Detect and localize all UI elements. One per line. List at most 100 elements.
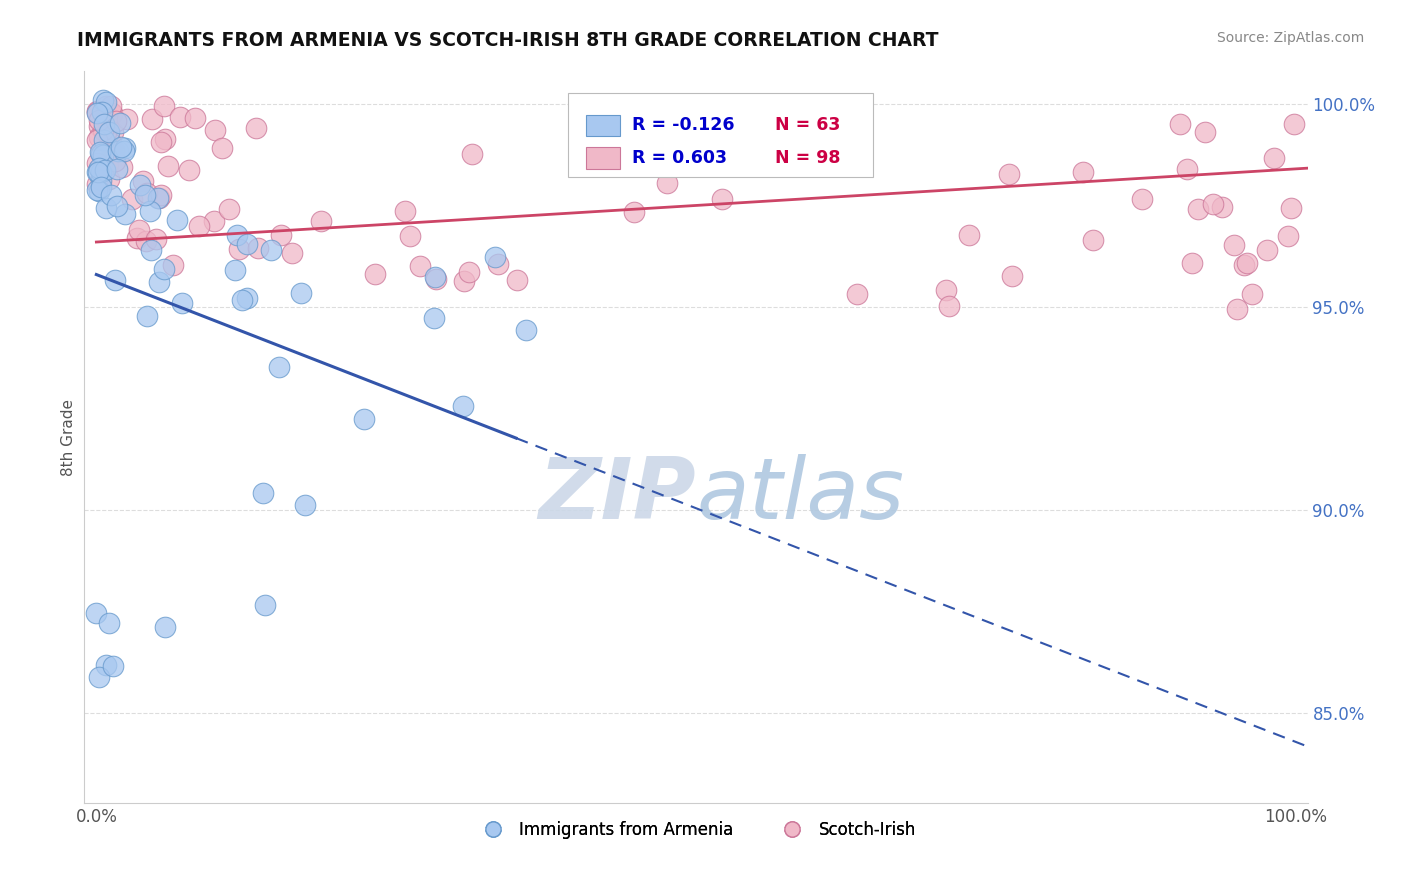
Point <box>89 161 111 175</box>
Point <box>108 115 131 129</box>
Point <box>806 158 828 172</box>
Point <box>211 141 233 155</box>
Point <box>225 227 247 242</box>
Point <box>1130 192 1153 206</box>
Point <box>231 293 253 307</box>
Point <box>153 99 176 113</box>
Point <box>153 132 176 146</box>
Point <box>121 193 143 207</box>
Point <box>86 156 108 170</box>
Point <box>1170 118 1192 132</box>
Point <box>281 245 304 260</box>
Point <box>114 144 136 158</box>
Point <box>98 172 121 186</box>
Point <box>235 292 257 306</box>
Text: R = 0.603: R = 0.603 <box>633 149 727 168</box>
Text: ZIP: ZIP <box>538 454 696 537</box>
Point <box>100 141 122 155</box>
Text: IMMIGRANTS FROM ARMENIA VS SCOTCH-IRISH 8TH GRADE CORRELATION CHART: IMMIGRANTS FROM ARMENIA VS SCOTCH-IRISH … <box>77 31 939 50</box>
Point <box>202 214 225 228</box>
Point <box>515 323 537 337</box>
Point <box>935 283 957 297</box>
Point <box>218 202 240 216</box>
Point <box>96 125 118 139</box>
Point <box>105 199 128 213</box>
Point <box>103 143 125 157</box>
Point <box>91 93 114 107</box>
Y-axis label: 8th Grade: 8th Grade <box>60 399 76 475</box>
Point <box>89 120 111 134</box>
Point <box>136 186 159 201</box>
Point <box>86 104 108 119</box>
Point <box>488 257 510 271</box>
Point <box>294 498 316 512</box>
Point <box>184 112 207 126</box>
Point <box>425 272 447 286</box>
Point <box>110 160 132 174</box>
Point <box>135 234 157 248</box>
Point <box>204 123 226 137</box>
Point <box>1256 243 1278 257</box>
Point <box>87 161 110 175</box>
Point <box>90 146 112 161</box>
Point <box>100 188 122 202</box>
Point <box>1226 301 1249 316</box>
Point <box>87 165 110 179</box>
Point <box>1000 269 1022 284</box>
Point <box>224 263 246 277</box>
Text: N = 98: N = 98 <box>776 149 841 168</box>
Point <box>451 399 474 413</box>
Point <box>86 606 108 620</box>
Point <box>96 658 118 673</box>
Point <box>409 259 432 273</box>
Point <box>353 412 375 426</box>
Point <box>162 258 184 272</box>
Point <box>260 243 283 257</box>
Point <box>104 114 127 128</box>
Point <box>86 183 108 197</box>
Point <box>110 140 132 154</box>
Point <box>270 227 292 242</box>
Point <box>87 184 110 198</box>
Point <box>484 250 506 264</box>
Point <box>170 296 193 310</box>
Point <box>169 110 191 124</box>
Point <box>89 145 111 160</box>
Point <box>117 112 139 126</box>
Point <box>187 219 209 233</box>
Point <box>96 202 118 216</box>
Point <box>309 214 332 228</box>
Point <box>93 117 115 131</box>
Point <box>127 231 149 245</box>
Point <box>236 237 259 252</box>
Point <box>997 167 1019 181</box>
Point <box>90 164 112 178</box>
Point <box>148 276 170 290</box>
Point <box>91 123 114 137</box>
Point <box>94 95 117 109</box>
Point <box>153 620 176 634</box>
Point <box>1211 200 1233 214</box>
Point <box>86 177 108 191</box>
Point <box>252 486 274 500</box>
Point <box>458 265 481 279</box>
Point <box>100 136 122 151</box>
Point <box>1233 258 1256 272</box>
Point <box>1081 233 1104 247</box>
Point <box>114 140 136 154</box>
Point <box>105 161 128 176</box>
Point <box>139 203 162 218</box>
Point <box>103 658 125 673</box>
Point <box>1181 256 1204 270</box>
Point <box>1175 162 1198 177</box>
Point <box>114 207 136 221</box>
Point <box>153 262 176 277</box>
Point <box>91 147 114 161</box>
Point <box>423 310 446 325</box>
Point <box>253 598 276 612</box>
Legend: Immigrants from Armenia, Scotch-Irish: Immigrants from Armenia, Scotch-Irish <box>470 814 922 846</box>
Point <box>141 112 163 126</box>
Bar <box>586 114 620 136</box>
Point <box>363 267 385 281</box>
Point <box>845 287 868 301</box>
